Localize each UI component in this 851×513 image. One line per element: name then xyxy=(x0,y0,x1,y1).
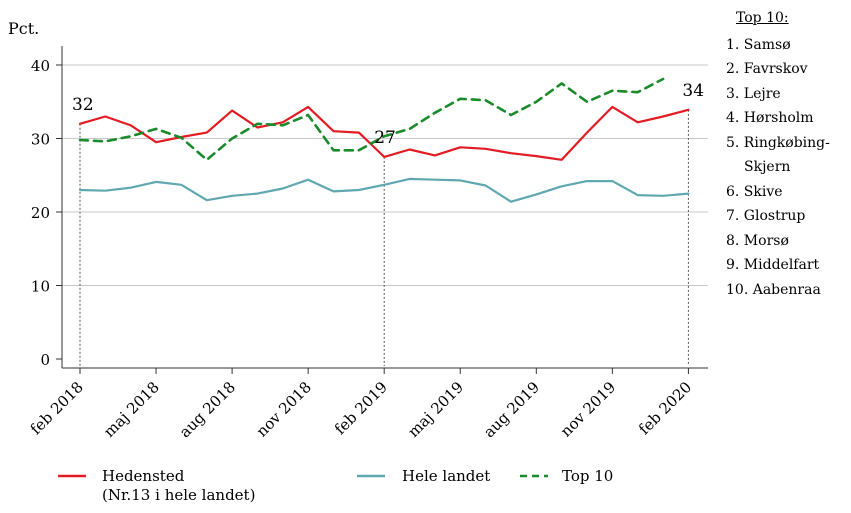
series-lines xyxy=(78,77,690,203)
ranking-item-3: 3. Lejre xyxy=(726,85,781,102)
ranking-item-5-continued: Skjern xyxy=(744,159,791,175)
y-tick-label: 0 xyxy=(40,351,50,369)
annotation-label: 27 xyxy=(374,128,396,148)
x-tick-label: feb 2019 xyxy=(331,378,391,438)
series-line-hele-landet xyxy=(78,177,690,203)
y-tick-label: 20 xyxy=(31,204,50,222)
ranking-item-8: 8. Morsø xyxy=(726,232,789,249)
x-tick-label: feb 2020 xyxy=(635,378,695,438)
x-tick-label: maj 2019 xyxy=(404,378,467,441)
top10-ranking-list: Top 10: 1. Samsø 2. Favrskov 3. Lejre 4.… xyxy=(726,6,830,302)
y-tick-label: 30 xyxy=(31,131,50,149)
x-tick-label: maj 2018 xyxy=(100,378,163,441)
annotation-drop-lines xyxy=(79,109,689,366)
annotation-label: 34 xyxy=(682,81,704,101)
ranking-item-1: 1. Samsø xyxy=(726,36,791,53)
x-tick-label: feb 2018 xyxy=(27,378,87,438)
y-tick-label: 10 xyxy=(31,278,50,296)
x-tick-label: aug 2018 xyxy=(176,378,239,441)
ranking-item-6: 6. Skive xyxy=(726,183,783,200)
y-tick-label: 40 xyxy=(31,57,50,75)
series-line-top-10 xyxy=(78,77,665,162)
legend-label-hedensted: Hedensted xyxy=(102,467,185,485)
legend: Hedensted(Nr.13 i hele landet) Hele lande… xyxy=(58,467,613,504)
ranking-item-10: 10. Aabenraa xyxy=(726,281,821,298)
x-tick-label: aug 2019 xyxy=(480,378,543,441)
ranking-item-5: 5. Ringkøbing- xyxy=(726,134,830,151)
x-tick-label: nov 2018 xyxy=(253,378,315,440)
y-axis-title: Pct. xyxy=(8,19,39,38)
ranking-item-9: 9. Middelfart xyxy=(726,257,820,273)
legend-label-top-10: Top 10 xyxy=(562,467,613,485)
ranking-item-4: 4. Hørsholm xyxy=(726,110,814,126)
legend-label-hele-landet: Hele landet xyxy=(402,467,490,485)
annotation-label: 32 xyxy=(72,95,94,115)
ranking-item-2: 2. Favrskov xyxy=(726,61,808,77)
gridlines xyxy=(62,64,708,286)
x-tick-label: nov 2019 xyxy=(557,378,619,440)
annotations: 32 27 34 xyxy=(72,81,704,148)
ranking-item-7: 7. Glostrup xyxy=(726,208,806,224)
ranking-title: Top 10: xyxy=(736,10,789,26)
legend-sublabel-hedensted: (Nr.13 i hele landet) xyxy=(102,486,255,504)
